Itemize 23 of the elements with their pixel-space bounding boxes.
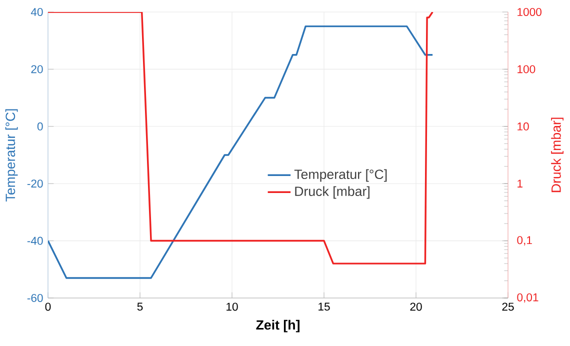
y-tick-label: -40 [27, 236, 43, 245]
x-tick-label: 15 [318, 302, 330, 311]
y-tick-label: 40 [30, 8, 43, 16]
y2-axis-title: Druck [mbar] [551, 118, 564, 192]
legend-label: Druck [mbar] [295, 186, 370, 199]
y-tick-label: -20 [27, 180, 43, 188]
x-tick-label: 10 [226, 302, 238, 311]
y-tick-label: -60 [27, 294, 43, 302]
legend-label: Temperatur [°C] [294, 169, 387, 182]
x-axis-title: Zeit [h] [256, 320, 300, 332]
y2-tick-label: 10 [518, 122, 529, 130]
y-tick-label: 20 [31, 65, 43, 74]
y2-tick-label: 100 [518, 65, 536, 74]
x-tick-label: 20 [410, 302, 422, 311]
y2-tick-label: 1 [518, 180, 522, 188]
x-tick-label: 5 [137, 302, 143, 311]
y2-tick-label: 0,01 [517, 293, 538, 303]
x-tick-label: 0 [45, 302, 51, 311]
y-tick-label: 0 [37, 122, 43, 130]
y-axis-title: Temperatur [°C] [5, 109, 18, 202]
y2-tick-label: 1000 [518, 8, 542, 16]
x-tick-label: 25 [502, 302, 514, 311]
y2-tick-label: 0,1 [517, 236, 532, 246]
